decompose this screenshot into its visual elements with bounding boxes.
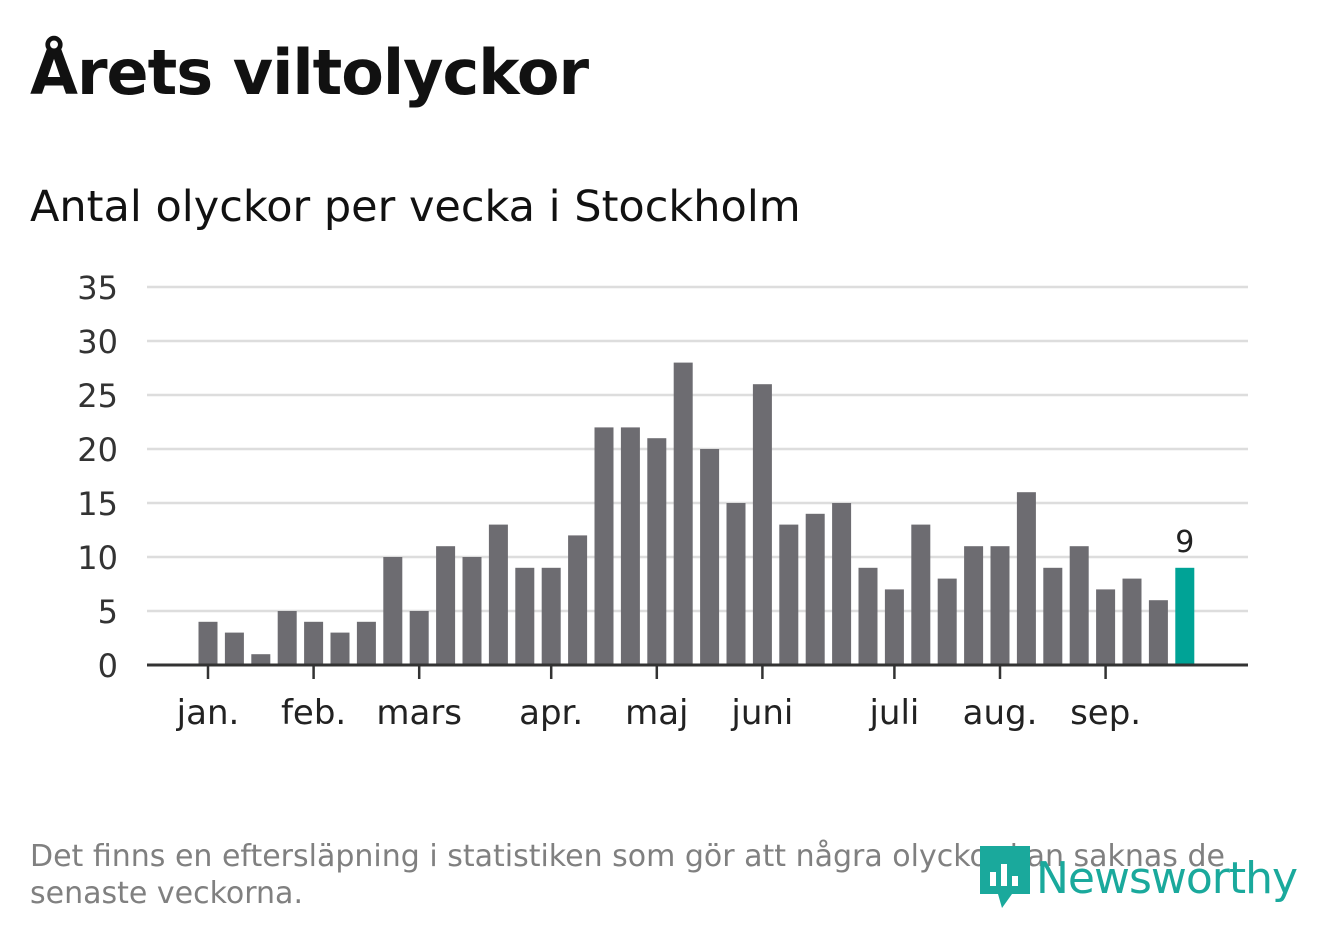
bar-highlight xyxy=(1175,567,1195,665)
chart-subtitle: Antal olyckor per vecka i Stockholm xyxy=(30,182,801,232)
data-labels: 9 xyxy=(1175,525,1194,560)
bar xyxy=(409,611,429,665)
y-tick-label: 0 xyxy=(98,647,118,685)
y-tick-label: 15 xyxy=(77,485,118,523)
newsworthy-logo-text: Newsworthy xyxy=(1036,852,1298,904)
bar xyxy=(356,621,376,665)
bar xyxy=(330,632,350,665)
page-title: Årets viltolyckor xyxy=(30,36,589,109)
y-tick-label: 10 xyxy=(77,539,118,577)
newsworthy-logo: Newsworthy xyxy=(980,846,1298,910)
bar xyxy=(990,546,1010,665)
bar xyxy=(251,654,271,665)
x-tick-label: aug. xyxy=(963,693,1038,733)
bar xyxy=(1148,600,1168,665)
bars xyxy=(198,362,1195,665)
x-tick-label: jan. xyxy=(176,693,240,733)
bar xyxy=(224,632,244,665)
bar xyxy=(964,546,984,665)
y-tick-label: 5 xyxy=(98,593,118,631)
y-tick-label: 35 xyxy=(77,269,118,307)
bar xyxy=(911,524,931,665)
data-label-latest: 9 xyxy=(1175,525,1194,560)
x-tick-label: apr. xyxy=(519,693,583,733)
bar xyxy=(515,567,535,665)
bar xyxy=(436,546,456,665)
bar xyxy=(304,621,324,665)
x-tick-label: mars xyxy=(376,693,462,733)
bar xyxy=(752,384,772,665)
bar xyxy=(594,427,614,665)
bar xyxy=(620,427,640,665)
y-axis-ticks: 0 5 10 15 20 25 30 35 xyxy=(77,269,118,685)
x-tick-label: sep. xyxy=(1070,693,1141,733)
newsworthy-logo-icon xyxy=(980,846,1030,908)
grid-lines xyxy=(147,285,1248,613)
bar xyxy=(673,362,693,665)
bar xyxy=(832,503,852,665)
x-tick-label: feb. xyxy=(281,693,346,733)
bar xyxy=(700,449,720,665)
bar xyxy=(1016,492,1036,665)
x-axis-ticks: jan. feb. mars apr. maj juni juli aug. sep. xyxy=(176,665,1141,733)
y-tick-label: 30 xyxy=(77,323,118,361)
bar xyxy=(462,557,482,665)
bar xyxy=(858,567,878,665)
bar-chart: 0 5 10 15 20 25 30 35 jan. feb. mars apr. maj juni ju… xyxy=(77,269,1248,733)
bar xyxy=(541,567,561,665)
y-tick-label: 25 xyxy=(77,377,118,415)
bar xyxy=(198,621,218,665)
x-tick-label: maj xyxy=(625,693,688,733)
bar xyxy=(488,524,508,665)
bar xyxy=(805,513,825,665)
bar xyxy=(647,438,667,665)
bar xyxy=(726,503,746,665)
bar xyxy=(1043,567,1063,665)
bar xyxy=(937,578,957,665)
bar xyxy=(1096,589,1116,665)
bar xyxy=(1122,578,1142,665)
bar xyxy=(383,557,403,665)
bar xyxy=(884,589,904,665)
x-tick-label: juni xyxy=(730,693,793,733)
bar xyxy=(1069,546,1089,665)
y-tick-label: 20 xyxy=(77,431,118,469)
bar xyxy=(277,611,297,665)
bar xyxy=(568,535,588,665)
x-tick-label: juli xyxy=(868,693,919,733)
bar xyxy=(779,524,799,665)
